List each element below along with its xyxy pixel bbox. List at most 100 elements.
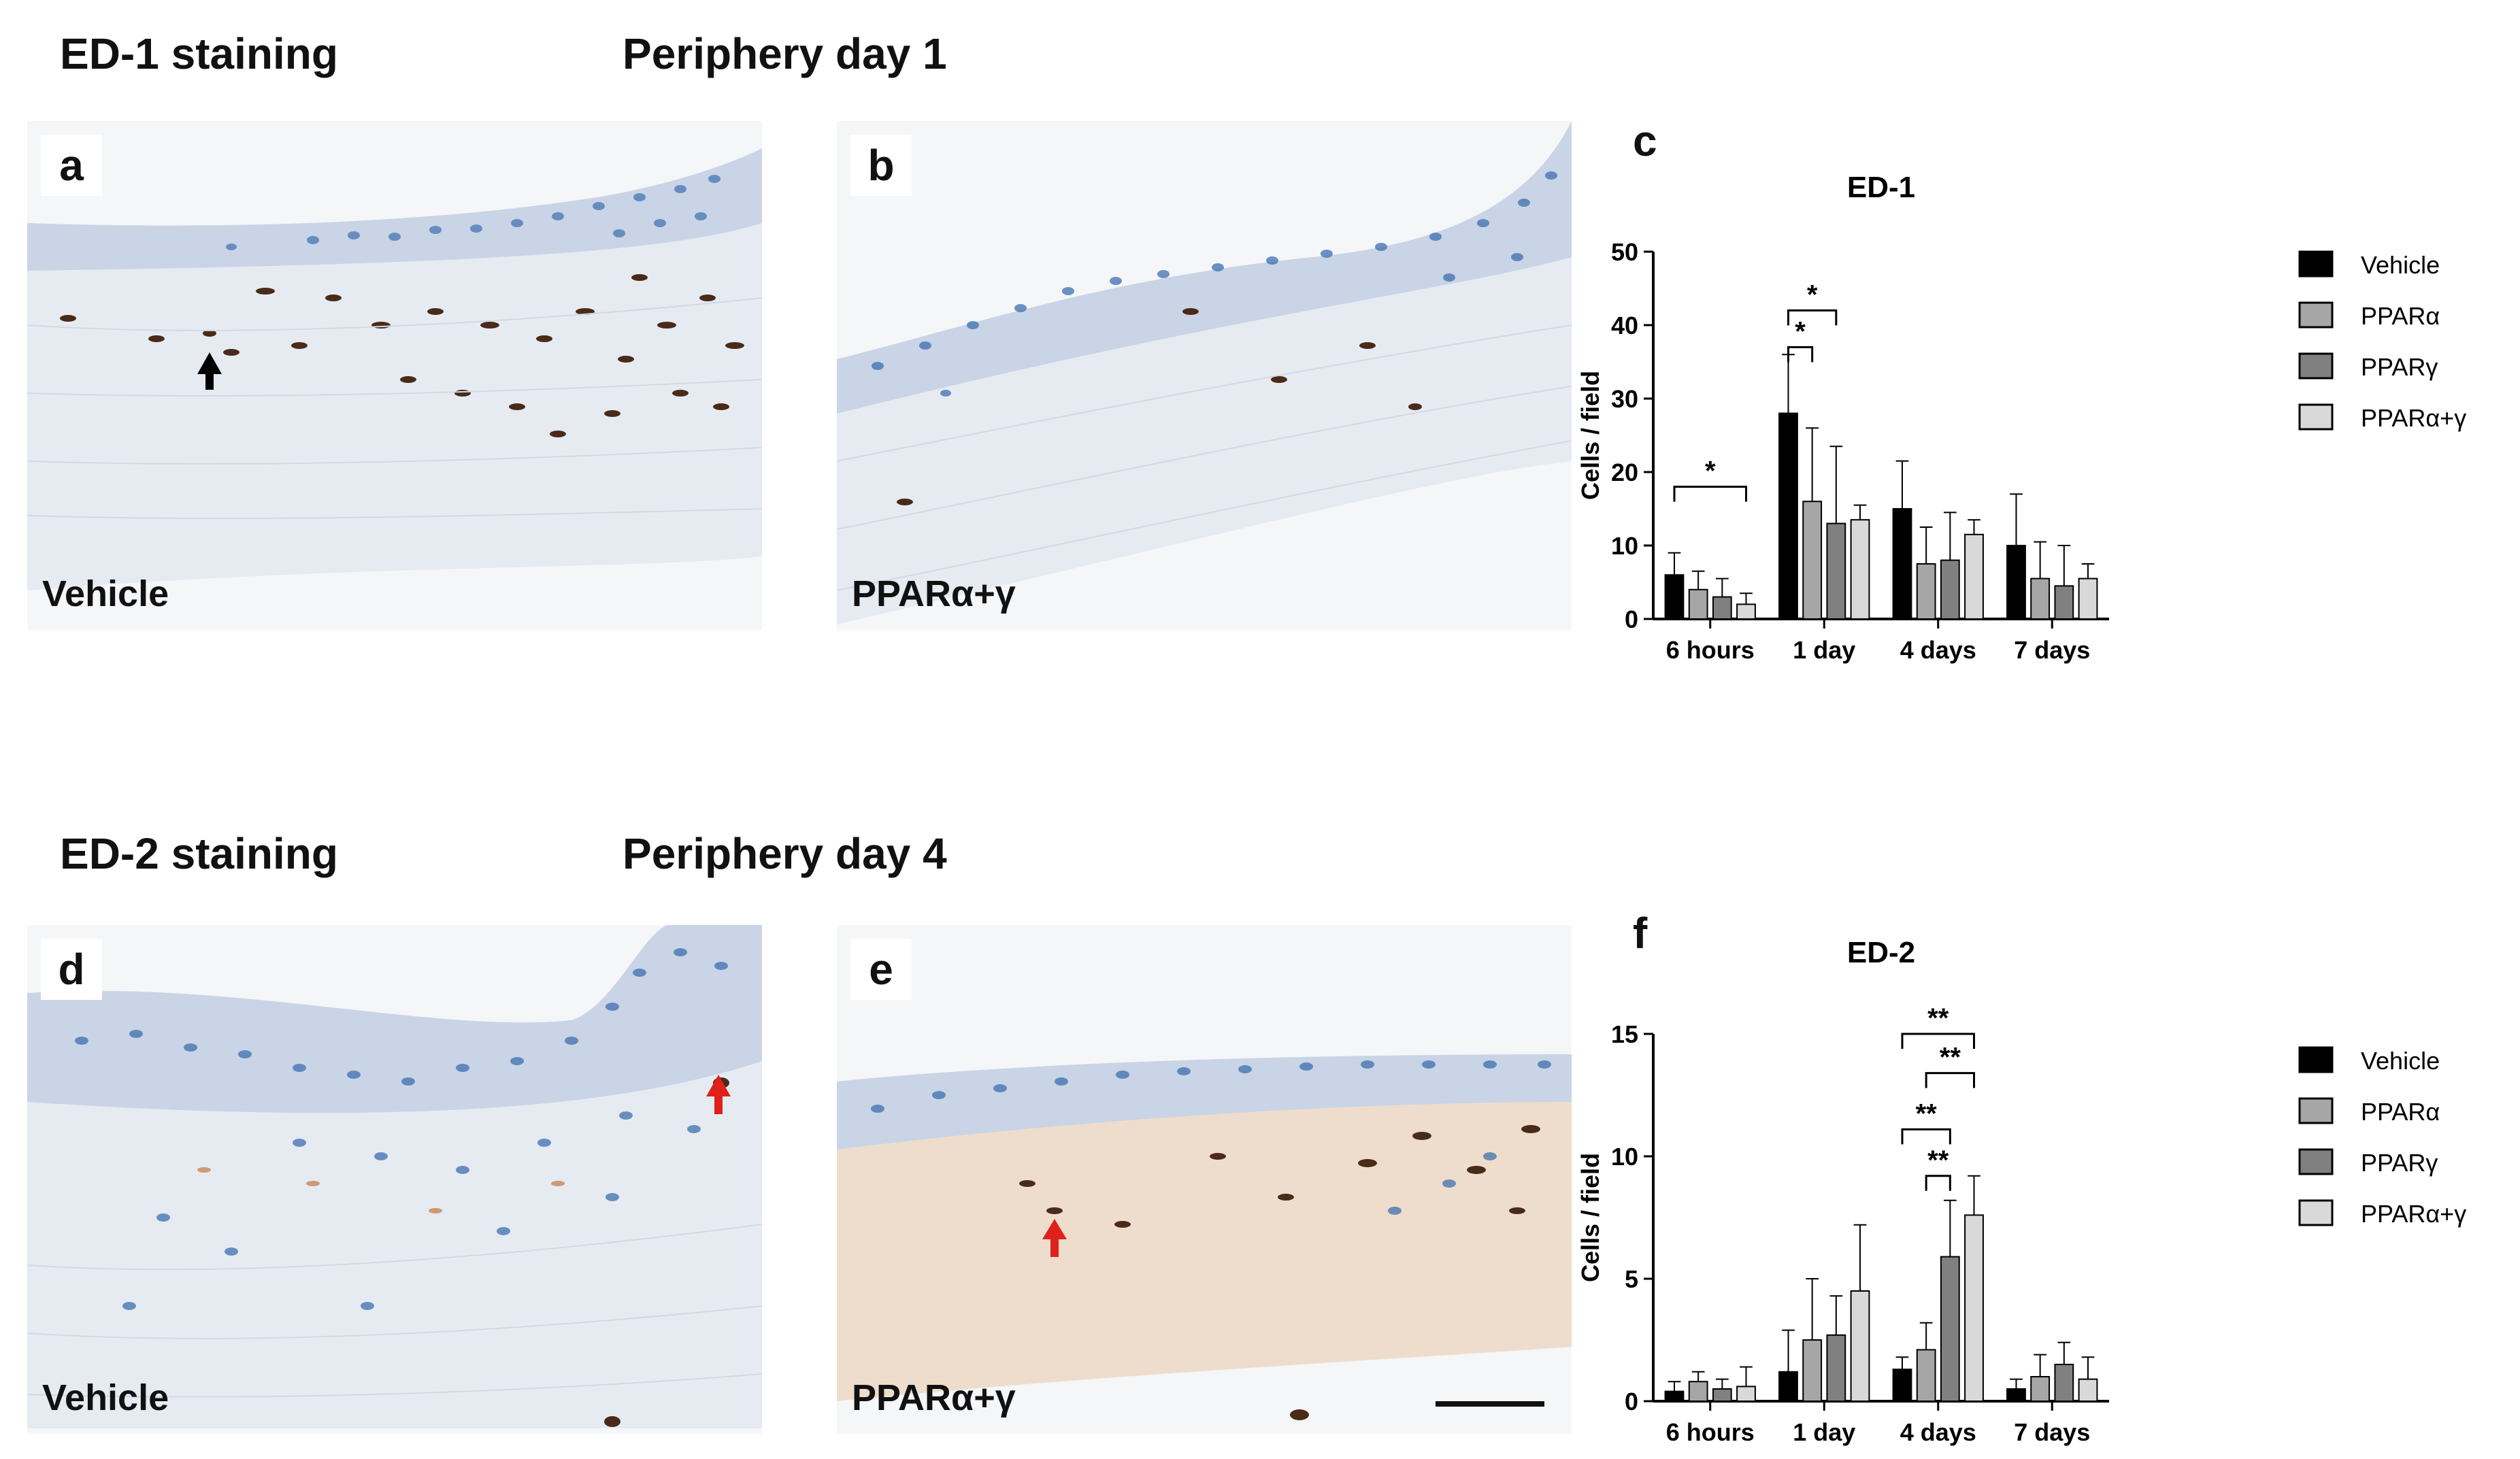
legend-label: PPARα bbox=[2361, 1098, 2440, 1126]
y-tick-label: 10 bbox=[1611, 1143, 1638, 1171]
bar bbox=[1940, 1256, 1960, 1402]
bar bbox=[2054, 585, 2074, 620]
micrograph-panel-b: b PPARα+γ bbox=[837, 121, 1572, 630]
significance-label: * bbox=[1705, 456, 1716, 486]
bar bbox=[1736, 603, 1756, 620]
micrograph-panel-a: a Vehicle bbox=[27, 121, 762, 630]
panel-d-condition-label: Vehicle bbox=[42, 1377, 169, 1418]
x-tick-label: 4 days bbox=[1900, 636, 1976, 664]
x-tick-label: 6 hours bbox=[1666, 636, 1755, 664]
bar bbox=[1940, 559, 1960, 620]
bar bbox=[1850, 519, 1870, 620]
bar bbox=[2078, 1378, 2098, 1402]
bar bbox=[1802, 1339, 1823, 1402]
legend-label: PPARα+γ bbox=[2361, 404, 2466, 432]
y-tick-label: 40 bbox=[1611, 312, 1638, 339]
bar bbox=[1916, 563, 1936, 620]
panel-letter-a: a bbox=[41, 135, 102, 196]
legend-label: PPARα bbox=[2361, 302, 2440, 330]
chart-ed1: ED-1 Cells / field 0 10 20 30 40 50 6 hours 1 day… bbox=[1565, 150, 2517, 694]
significance-bracket bbox=[1901, 1033, 1976, 1049]
bar bbox=[1892, 1369, 1912, 1403]
significance-bracket bbox=[1787, 346, 1814, 363]
chart-title: ED-1 bbox=[1847, 171, 1915, 204]
red-arrow-icon bbox=[1042, 1219, 1067, 1257]
bar bbox=[1964, 1214, 1984, 1402]
micrograph-b-image bbox=[837, 121, 1572, 630]
panel-letter-d: d bbox=[41, 939, 102, 1000]
x-tick-label: 7 days bbox=[2014, 636, 2090, 664]
panel-letter-e: e bbox=[850, 939, 912, 1000]
bar bbox=[1892, 508, 1912, 620]
legend-swatch bbox=[2298, 1046, 2334, 1073]
periphery-day1-header: Periphery day 1 bbox=[623, 29, 947, 78]
chart-ed2-svg: ED-2 Cells / field 0 5 10 15 6 hours 1 day 4 day… bbox=[1576, 936, 2466, 1446]
bar bbox=[1664, 1390, 1685, 1402]
significance-bracket bbox=[1925, 1175, 1951, 1191]
significance-label: * bbox=[1807, 280, 1818, 309]
ed1-staining-header: ED-1 staining bbox=[60, 29, 338, 78]
x-tick-label: 4 days bbox=[1900, 1418, 1976, 1446]
chart-ed1-svg: ED-1 Cells / field 0 10 20 30 40 50 6 hours 1 day… bbox=[1576, 171, 2466, 664]
bar bbox=[2006, 1388, 2026, 1402]
panel-letter-f: f bbox=[1633, 909, 1648, 958]
bar bbox=[1826, 522, 1846, 620]
y-tick-label: 0 bbox=[1625, 1388, 1638, 1415]
significance-bracket bbox=[1787, 309, 1838, 326]
micrograph-d-image bbox=[27, 925, 762, 1434]
y-tick-label: 0 bbox=[1625, 605, 1638, 633]
micrograph-a-image bbox=[27, 121, 762, 630]
bar bbox=[1916, 1349, 1936, 1403]
micrograph-e-image bbox=[837, 925, 1572, 1434]
legend-swatch bbox=[2298, 1148, 2334, 1175]
bar bbox=[1664, 574, 1685, 620]
legend-swatch bbox=[2298, 352, 2334, 380]
y-tick-label: 15 bbox=[1611, 1020, 1638, 1048]
significance-label: * bbox=[1795, 316, 1806, 346]
x-tick-label: 7 days bbox=[2014, 1418, 2090, 1446]
significance-label: ** bbox=[1927, 1003, 1949, 1033]
significance-bracket bbox=[1673, 486, 1748, 502]
legend-label: Vehicle bbox=[2361, 251, 2440, 279]
bar bbox=[1736, 1386, 1756, 1403]
micrograph-panel-d: d Vehicle bbox=[27, 925, 762, 1434]
bar bbox=[1688, 1381, 1708, 1403]
bar bbox=[1712, 1388, 1732, 1402]
bar bbox=[2030, 577, 2051, 620]
y-axis-label: Cells / field bbox=[1576, 371, 1604, 500]
legend-swatch bbox=[2298, 250, 2334, 278]
black-arrow-icon bbox=[197, 352, 222, 390]
x-tick-label: 6 hours bbox=[1666, 1418, 1755, 1446]
bar bbox=[1688, 588, 1708, 620]
panel-a-condition-label: Vehicle bbox=[42, 573, 169, 614]
bar bbox=[1778, 412, 1798, 620]
y-tick-label: 10 bbox=[1611, 532, 1638, 560]
bar bbox=[1778, 1371, 1798, 1402]
bar bbox=[2078, 577, 2098, 620]
panel-letter-c: c bbox=[1633, 116, 1657, 165]
significance-label: ** bbox=[1927, 1145, 1949, 1175]
chart-title: ED-2 bbox=[1847, 939, 1915, 969]
x-tick-label: 1 day bbox=[1793, 1418, 1855, 1446]
legend-swatch bbox=[2298, 301, 2334, 329]
bar bbox=[1964, 533, 1984, 620]
legend-swatch bbox=[2298, 1199, 2334, 1226]
legend-label: Vehicle bbox=[2361, 1047, 2440, 1075]
bar bbox=[1850, 1290, 1870, 1402]
ed2-staining-header: ED-2 staining bbox=[60, 829, 338, 878]
legend-swatch bbox=[2298, 1097, 2334, 1124]
legend-label: PPARγ bbox=[2361, 353, 2438, 381]
bar bbox=[1802, 501, 1823, 620]
significance-label: ** bbox=[1916, 1099, 1938, 1128]
significance-bracket bbox=[1901, 1128, 1951, 1145]
legend-swatch bbox=[2298, 403, 2334, 431]
bar bbox=[2030, 1376, 2051, 1402]
significance-bracket bbox=[1925, 1072, 1976, 1088]
y-tick-label: 50 bbox=[1611, 238, 1638, 266]
panel-b-condition-label: PPARα+γ bbox=[852, 573, 1016, 614]
panel-letter-b: b bbox=[850, 135, 912, 196]
chart-ed2: ED-2 Cells / field 0 5 10 15 6 hours 1 day 4 day… bbox=[1565, 936, 2517, 1456]
bar bbox=[1712, 596, 1732, 620]
y-axis-label: Cells / field bbox=[1576, 1153, 1604, 1282]
bar bbox=[2054, 1364, 2074, 1402]
